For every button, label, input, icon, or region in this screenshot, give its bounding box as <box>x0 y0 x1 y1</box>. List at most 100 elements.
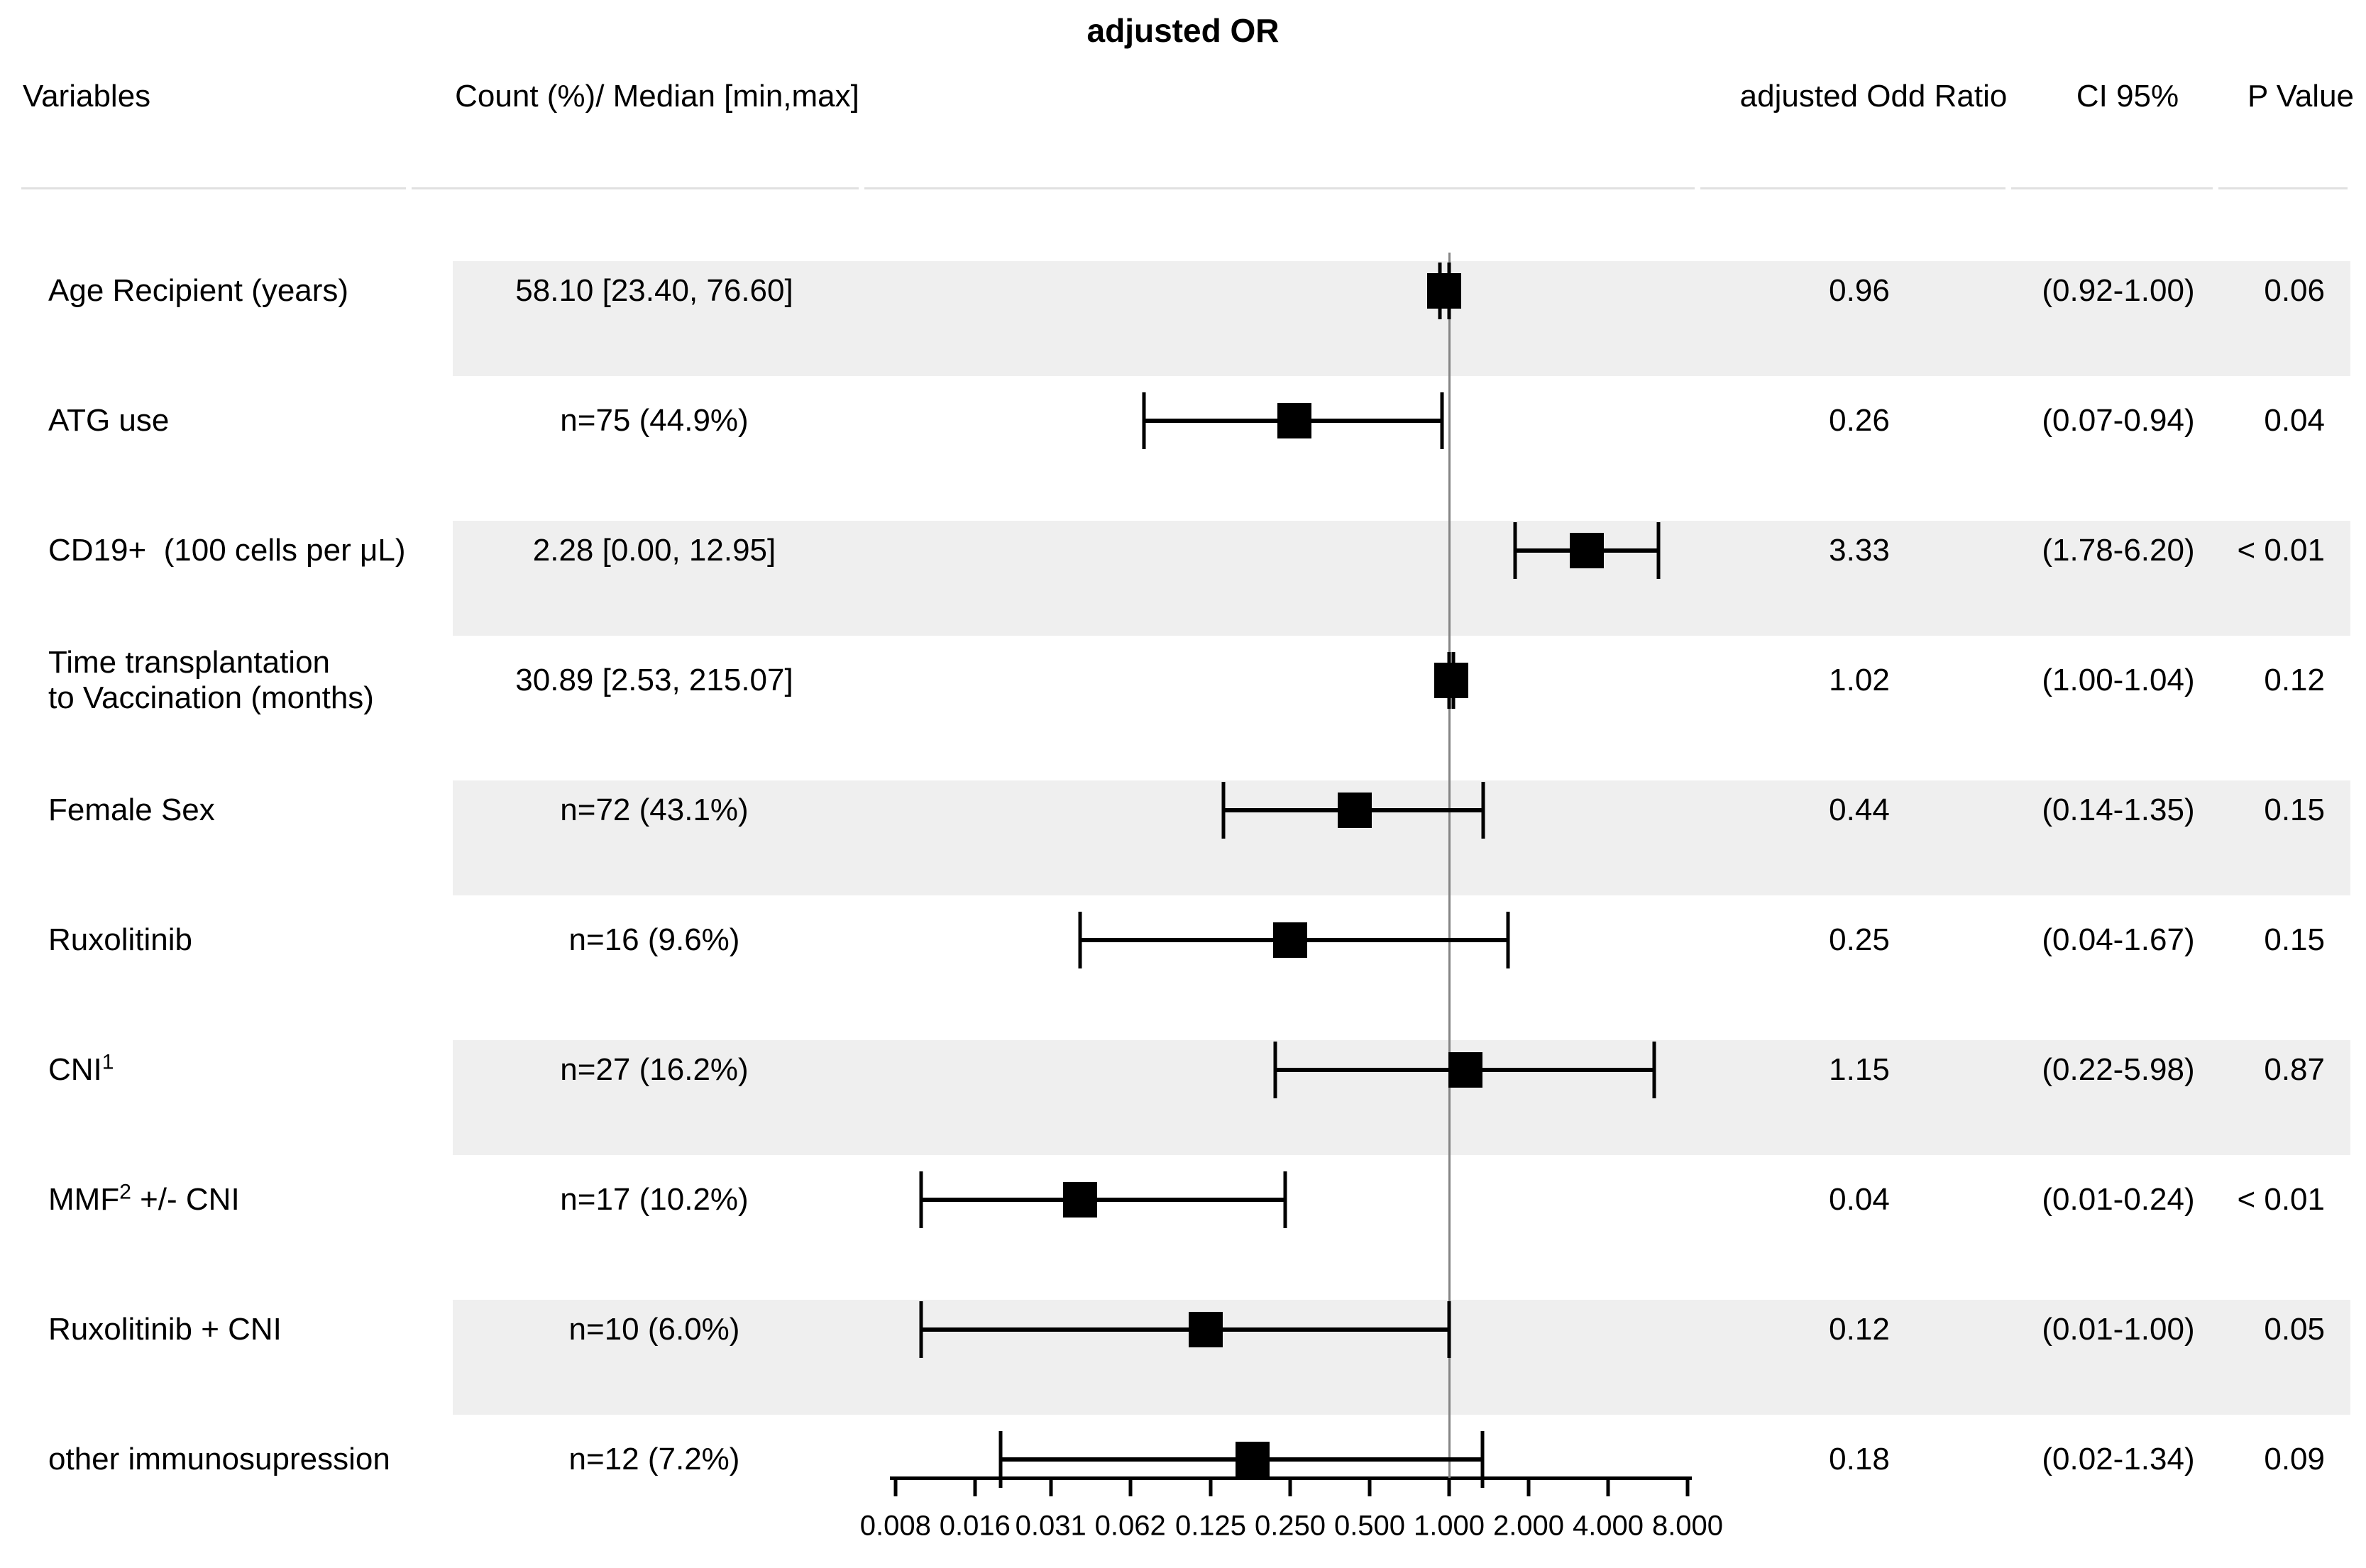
ci-lower-cap <box>919 1301 923 1358</box>
row-count-value: 2.28 [0.00, 12.95] <box>532 533 776 568</box>
header-separator-segment <box>412 187 859 189</box>
x-axis-tick <box>1685 1478 1690 1496</box>
x-axis-tick-label: 0.500 <box>1333 1510 1406 1542</box>
ci-upper-cap <box>1481 782 1485 839</box>
ci-upper-cap <box>1506 912 1510 968</box>
row-ci-value: (0.02-1.34) <box>2042 1442 2195 1476</box>
x-axis-tick <box>1128 1478 1133 1496</box>
row-shaded-band <box>453 1040 2350 1155</box>
or-point-marker <box>1570 533 1605 568</box>
x-axis-tick-label: 4.000 <box>1572 1510 1644 1542</box>
row-or-value: 0.25 <box>1829 922 1890 957</box>
row-ci-value: (0.92-1.00) <box>2042 273 2195 308</box>
row-p-value: 0.15 <box>2264 793 2325 827</box>
ci-whisker-line <box>920 1327 1449 1332</box>
row-count-value: n=72 (43.1%) <box>560 793 749 827</box>
column-header-ci: CI 95% <box>2076 79 2179 114</box>
row-ci-value: (1.00-1.04) <box>2042 663 2195 697</box>
x-axis-tick <box>1526 1478 1531 1496</box>
row-ci-value: (1.78-6.20) <box>2042 533 2195 568</box>
or-point-marker <box>1338 793 1372 828</box>
or-point-marker <box>1235 1442 1270 1477</box>
column-header-count: Count (%)/ Median [min,max] <box>455 79 859 114</box>
row-shaded-band <box>453 1300 2350 1415</box>
row-p-value: 0.05 <box>2264 1312 2325 1347</box>
or-point-marker <box>1062 1182 1097 1218</box>
column-header-p-value: P Value <box>2247 79 2355 114</box>
row-shaded-band <box>453 261 2350 376</box>
row-count-value: n=17 (10.2%) <box>560 1182 749 1217</box>
ci-upper-cap <box>1440 392 1444 449</box>
row-or-value: 0.04 <box>1829 1182 1890 1217</box>
row-shaded-band <box>453 521 2350 636</box>
row-variable-label: Female Sex <box>48 793 215 827</box>
x-axis-tick <box>893 1478 898 1496</box>
row-p-value: 0.12 <box>2264 663 2325 697</box>
x-axis-tick <box>1049 1478 1053 1496</box>
row-variable-label-text: CNI <box>48 1052 102 1087</box>
row-ci-value: (0.01-0.24) <box>2042 1182 2195 1217</box>
ci-upper-cap <box>1480 1431 1485 1488</box>
row-p-value: < 0.01 <box>2237 533 2325 568</box>
row-p-value: 0.06 <box>2264 273 2325 308</box>
ci-upper-cap <box>1652 1042 1656 1098</box>
x-axis-tick-label: 0.031 <box>1015 1510 1086 1542</box>
row-variable-label: ATG use <box>48 403 170 438</box>
row-ci-value: (0.01-1.00) <box>2042 1312 2195 1347</box>
row-variable-label: Time transplantation to Vaccination (mont… <box>48 645 374 716</box>
ci-whisker-line <box>920 1198 1286 1202</box>
row-p-value: < 0.01 <box>2237 1182 2325 1217</box>
row-or-value: 1.02 <box>1829 663 1890 697</box>
x-axis-tick-label: 0.016 <box>939 1510 1011 1542</box>
reference-line-or-1 <box>1448 253 1451 1478</box>
ci-lower-cap <box>1273 1042 1277 1098</box>
row-p-value: 0.09 <box>2264 1442 2325 1476</box>
row-count-value: n=12 (7.2%) <box>568 1442 740 1476</box>
row-variable-label: Age Recipient (years) <box>48 273 349 308</box>
x-axis-tick-label: 1.000 <box>1413 1510 1485 1542</box>
row-variable-label: MMF2 +/- CNI <box>48 1180 240 1218</box>
row-variable-label: CNI1 <box>48 1050 114 1088</box>
x-axis-tick <box>1606 1478 1610 1496</box>
x-axis-tick <box>973 1478 977 1496</box>
or-point-marker <box>1273 922 1307 958</box>
row-count-value: n=27 (16.2%) <box>560 1052 749 1087</box>
ci-lower-cap <box>998 1431 1003 1488</box>
x-axis-tick <box>1209 1478 1213 1496</box>
row-variable-label: Ruxolitinib + CNI <box>48 1312 282 1347</box>
row-ci-value: (0.22-5.98) <box>2042 1052 2195 1087</box>
row-variable-label-line: to Vaccination (months) <box>48 680 374 715</box>
row-variable-label-text: MMF <box>48 1182 120 1217</box>
column-header-odds-ratio: adjusted Odd Ratio <box>1739 79 2008 114</box>
x-axis-tick-label: 2.000 <box>1492 1510 1565 1542</box>
row-or-value: 0.26 <box>1829 403 1890 438</box>
or-point-marker <box>1448 1052 1482 1088</box>
header-separator-segment <box>864 187 1695 189</box>
x-axis-tick-label: 0.062 <box>1094 1510 1166 1542</box>
row-count-value: 58.10 [23.40, 76.60] <box>515 273 793 308</box>
header-separator-segment <box>2011 187 2213 189</box>
row-variable-label: other immunosupression <box>48 1442 390 1476</box>
row-count-value: n=16 (9.6%) <box>568 922 740 957</box>
row-or-value: 1.15 <box>1829 1052 1890 1087</box>
row-p-value: 0.87 <box>2264 1052 2325 1087</box>
x-axis-tick-label: 0.008 <box>859 1510 931 1542</box>
row-shaded-band <box>453 780 2350 895</box>
or-point-marker <box>1277 403 1312 438</box>
ci-lower-cap <box>1078 912 1082 968</box>
chart-title: adjusted OR <box>1086 12 1280 49</box>
row-variable-superscript: 2 <box>119 1180 131 1204</box>
header-separator-segment <box>21 187 406 189</box>
row-count-value: n=75 (44.9%) <box>560 403 749 438</box>
row-or-value: 0.44 <box>1829 793 1890 827</box>
row-or-value: 3.33 <box>1829 533 1890 568</box>
x-axis-tick-label: 8.000 <box>1651 1510 1724 1542</box>
row-or-value: 0.18 <box>1829 1442 1890 1476</box>
ci-lower-cap <box>1513 522 1517 579</box>
ci-upper-cap <box>1283 1171 1287 1228</box>
header-separator-segment <box>2218 187 2348 189</box>
row-p-value: 0.04 <box>2264 403 2325 438</box>
or-point-marker <box>1427 273 1462 309</box>
row-or-value: 0.96 <box>1829 273 1890 308</box>
row-variable-superscript: 1 <box>101 1050 114 1074</box>
